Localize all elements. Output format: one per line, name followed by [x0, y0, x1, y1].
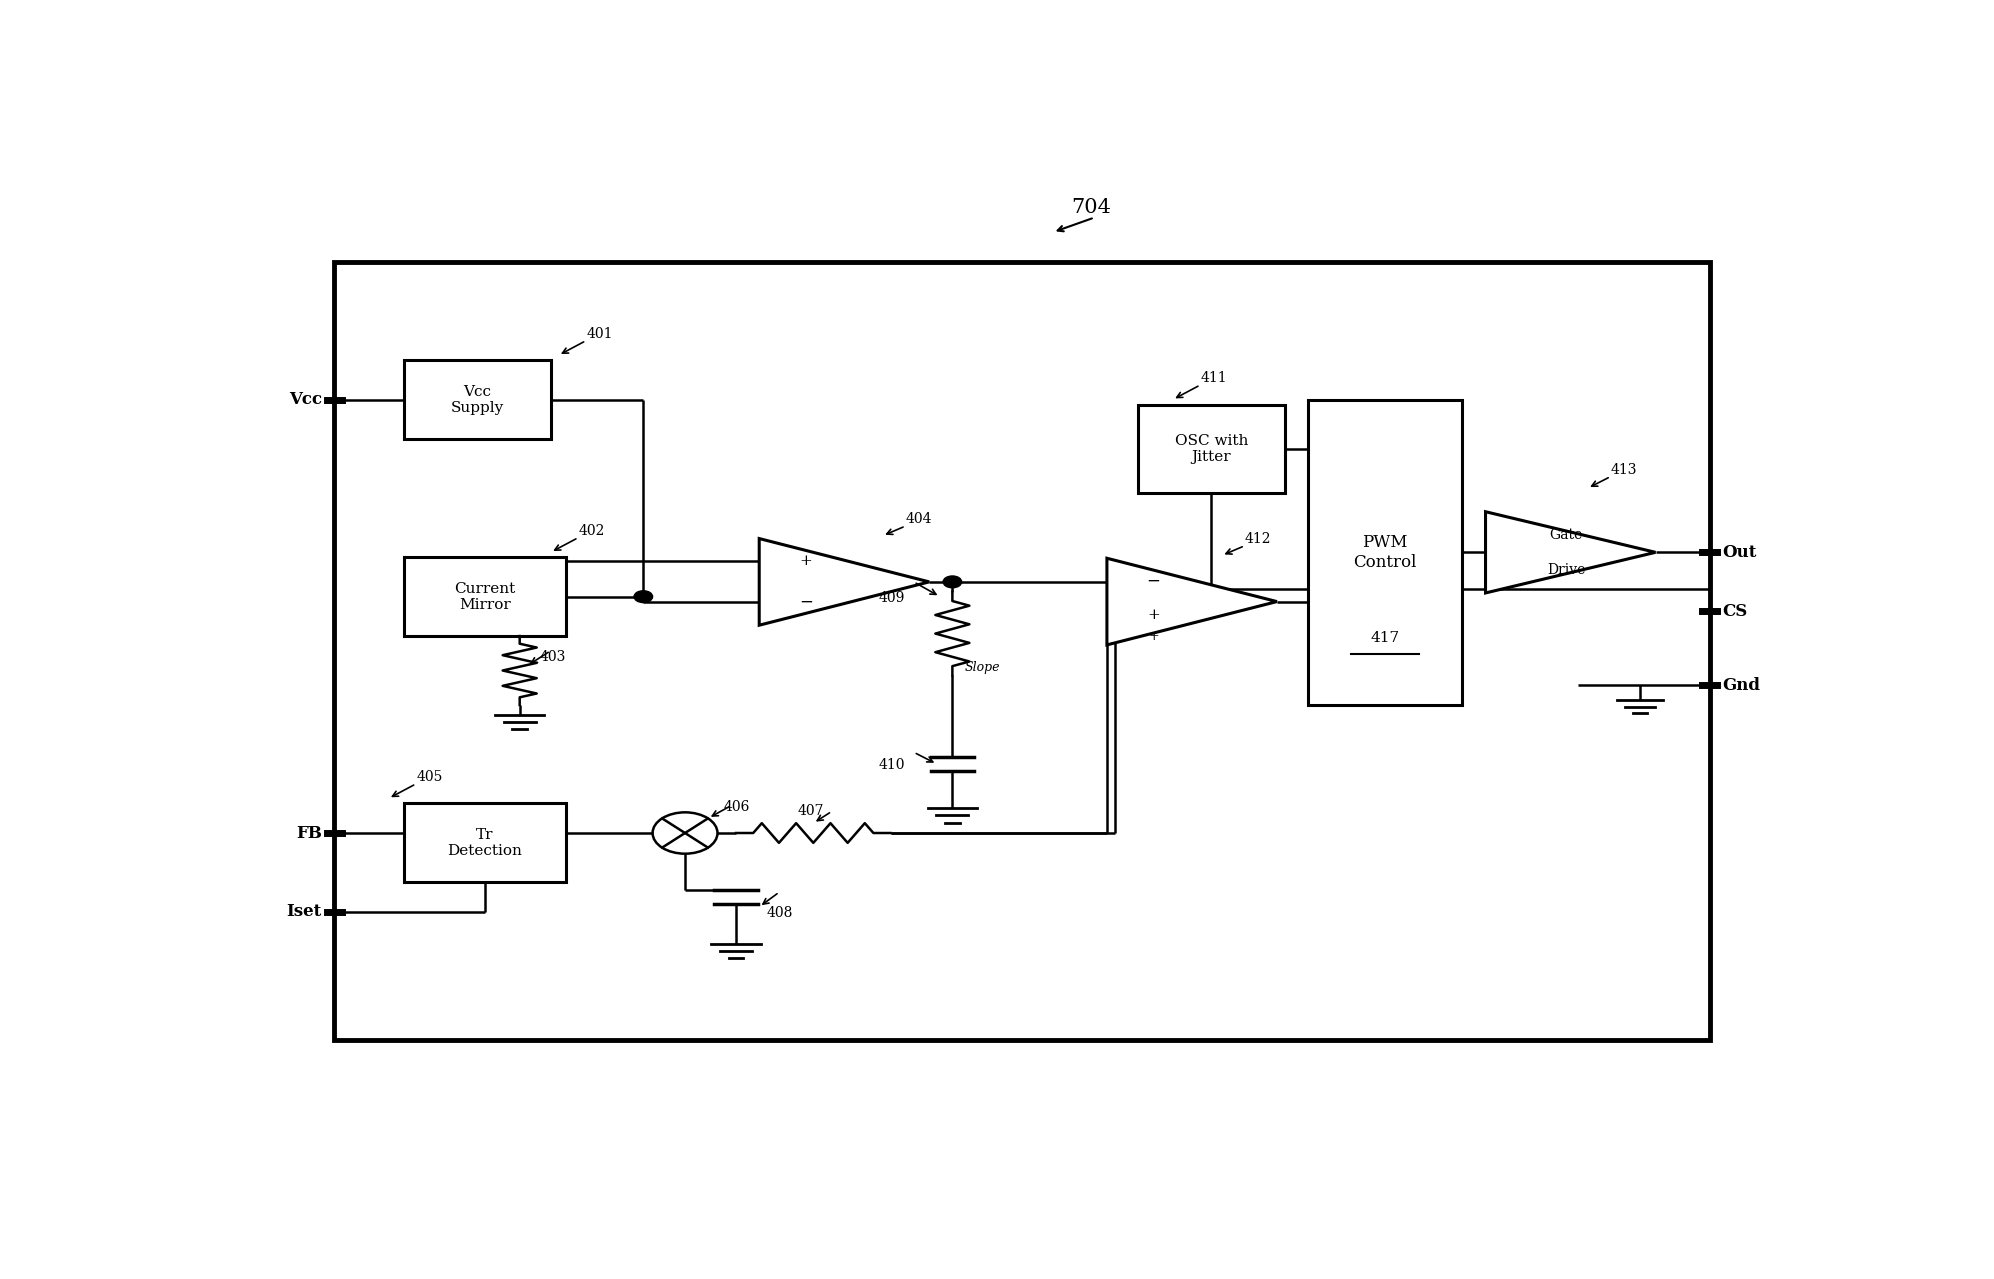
Text: 417: 417 — [1370, 631, 1400, 645]
Circle shape — [943, 576, 961, 588]
Text: Out: Out — [1723, 544, 1757, 560]
Text: 409: 409 — [877, 591, 905, 605]
Bar — [1139, 404, 1284, 494]
Text: −: − — [1147, 573, 1161, 590]
Text: 406: 406 — [724, 801, 750, 815]
Text: Vcc: Vcc — [289, 391, 321, 408]
Text: 410: 410 — [877, 758, 905, 773]
Text: Tr
Detection: Tr Detection — [447, 828, 522, 858]
Bar — [403, 558, 566, 636]
Text: Gnd: Gnd — [1723, 677, 1761, 693]
Text: 402: 402 — [578, 523, 604, 537]
Text: CS: CS — [1723, 602, 1747, 620]
Text: PWM
Control: PWM Control — [1354, 535, 1418, 570]
Bar — [403, 803, 566, 883]
Text: 405: 405 — [417, 770, 443, 784]
Text: Gate: Gate — [1549, 528, 1583, 541]
Circle shape — [634, 591, 652, 602]
Text: Iset: Iset — [287, 903, 321, 921]
Text: Current
Mirror: Current Mirror — [455, 582, 516, 611]
Text: 408: 408 — [768, 906, 794, 920]
Bar — [403, 361, 550, 439]
Text: OSC with
Jitter: OSC with Jitter — [1174, 434, 1248, 464]
Text: +: + — [1149, 631, 1159, 643]
Text: +: + — [1147, 608, 1161, 622]
Bar — [335, 262, 1709, 1040]
Text: Drive: Drive — [1547, 563, 1585, 577]
Text: 412: 412 — [1244, 532, 1272, 546]
Text: 704: 704 — [1071, 198, 1111, 217]
Polygon shape — [1107, 558, 1276, 645]
Polygon shape — [1486, 512, 1655, 593]
Text: 413: 413 — [1611, 463, 1637, 477]
Text: 404: 404 — [905, 512, 931, 526]
Text: 407: 407 — [798, 804, 824, 819]
Text: 403: 403 — [540, 650, 566, 664]
Text: Slope: Slope — [965, 660, 1001, 674]
Text: 411: 411 — [1200, 371, 1226, 385]
Bar — [1308, 399, 1462, 705]
Text: 401: 401 — [586, 326, 612, 340]
Text: FB: FB — [295, 825, 321, 842]
Polygon shape — [760, 538, 929, 625]
Text: Vcc
Supply: Vcc Supply — [451, 385, 504, 414]
Text: +: + — [800, 554, 812, 568]
Text: −: − — [800, 593, 814, 611]
